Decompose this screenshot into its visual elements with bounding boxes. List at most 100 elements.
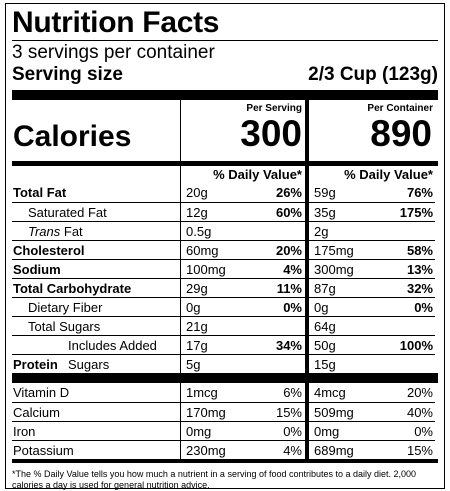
vitamin-divider bbox=[12, 373, 438, 383]
title-divider bbox=[12, 40, 438, 41]
serving-percent: 60% bbox=[275, 205, 302, 220]
nutrient-row: Cholesterol 60mg 20% 175mg 58% bbox=[12, 240, 438, 259]
serving-size-value: 2/3 Cup (123g) bbox=[308, 64, 438, 85]
serving-percent: 0% bbox=[283, 424, 302, 439]
per-serving-header: Per Serving 300 bbox=[180, 100, 305, 161]
per-container-values: 87g 32% bbox=[305, 278, 435, 297]
serving-amount: 20g bbox=[186, 185, 208, 200]
container-percent: 20% bbox=[406, 385, 433, 400]
nutrient-name: Total Sugars bbox=[12, 316, 180, 335]
per-serving-values: 29g 11% bbox=[180, 278, 305, 297]
nutrient-label: Dietary Fiber bbox=[28, 300, 103, 315]
dv-header-serving: % Daily Value* bbox=[180, 166, 305, 183]
per-serving-values: 0mg 0% bbox=[180, 421, 305, 440]
serving-amount: 0.5g bbox=[186, 224, 212, 239]
nutrient-label: Includes Added Sugars bbox=[68, 338, 157, 372]
per-serving-label: Per Serving bbox=[246, 103, 302, 114]
container-percent: 58% bbox=[406, 243, 433, 258]
calories-per-container: 890 bbox=[370, 113, 432, 154]
per-container-values: 59g 76% bbox=[305, 183, 435, 202]
nutrient-label: Total Fat bbox=[13, 185, 67, 200]
nutrient-name: Sodium bbox=[12, 259, 180, 278]
serving-size-label: Serving size bbox=[12, 64, 123, 85]
per-container-label: Per Container bbox=[367, 103, 433, 114]
per-container-values: 509mg 40% bbox=[305, 402, 435, 421]
nutrient-label: Trans bbox=[28, 224, 61, 239]
per-serving-values: 60mg 20% bbox=[180, 240, 305, 259]
nutrient-label: Total Carbohydrate bbox=[13, 281, 132, 296]
serving-amount: 21g bbox=[186, 319, 208, 334]
nutrient-row: Saturated Fat 12g 60% 35g 175% bbox=[12, 202, 438, 221]
vitamin-label: Vitamin D bbox=[13, 385, 70, 400]
nutrient-row: Includes Added Sugars 17g 34% 50g 100% bbox=[12, 335, 438, 372]
nutrient-row: Total Sugars 21g 64g bbox=[12, 316, 438, 335]
nutrient-name: Total Fat bbox=[12, 183, 180, 202]
nutrient-name: Total Carbohydrate bbox=[12, 278, 180, 297]
serving-amount: 0g bbox=[186, 300, 201, 315]
nutrient-name: Includes Added Sugars bbox=[12, 335, 180, 372]
per-container-values: 300mg 13% bbox=[305, 259, 435, 278]
serving-percent: 0% bbox=[283, 300, 302, 315]
serving-amount: 60mg bbox=[186, 243, 219, 258]
serving-amount: 12g bbox=[186, 205, 208, 220]
per-serving-values: 12g 60% bbox=[180, 202, 305, 221]
per-container-values: 64g bbox=[305, 316, 435, 335]
container-percent: 32% bbox=[406, 281, 433, 296]
vitamin-name: Iron bbox=[12, 421, 180, 440]
dv-header-container: % Daily Value* bbox=[305, 166, 435, 183]
per-serving-values: 170mg 15% bbox=[180, 402, 305, 421]
nutrient-label: Cholesterol bbox=[13, 243, 85, 258]
vitamin-row: Calcium 170mg 15% 509mg 40% bbox=[12, 402, 438, 421]
calories-cell: Calories bbox=[12, 100, 180, 161]
nutrient-name: Dietary Fiber bbox=[12, 297, 180, 316]
nutrient-label: Saturated Fat bbox=[28, 205, 107, 220]
container-percent: 76% bbox=[406, 185, 433, 200]
serving-amount: 17g bbox=[186, 338, 208, 353]
servings-per-container: 3 servings per container bbox=[12, 42, 215, 63]
per-container-values: 50g 100% bbox=[305, 335, 435, 354]
container-amount: 64g bbox=[314, 319, 336, 334]
serving-amount: 1mcg bbox=[186, 385, 218, 400]
serving-amount: 170mg bbox=[186, 405, 226, 420]
nutrient-name: Cholesterol bbox=[12, 240, 180, 259]
calories-label: Calories bbox=[13, 120, 132, 153]
serving-percent: 4% bbox=[283, 443, 302, 458]
serving-percent: 20% bbox=[275, 243, 302, 258]
nutrition-label: Nutrition Facts 3 servings per container… bbox=[5, 3, 445, 490]
container-amount: 300mg bbox=[314, 262, 354, 277]
nutrient-row: Dietary Fiber 0g 0% 0g 0% bbox=[12, 297, 438, 316]
vitamin-name: Vitamin D bbox=[12, 383, 180, 402]
nutrient-label: Total Sugars bbox=[28, 319, 101, 334]
vitamin-label: Iron bbox=[13, 424, 36, 439]
container-amount: 175mg bbox=[314, 243, 354, 258]
container-amount: 15g bbox=[314, 357, 336, 372]
serving-amount: 5g bbox=[186, 357, 201, 372]
container-amount: 4mcg bbox=[314, 385, 346, 400]
vitamin-label: Calcium bbox=[13, 405, 60, 420]
serving-percent: 34% bbox=[275, 338, 302, 353]
vitamin-table: Vitamin D 1mcg 6% 4mcg 20% Calcium 170mg 15% 509… bbox=[12, 383, 438, 459]
nutrient-row: Sodium 100mg 4% 300mg 13% bbox=[12, 259, 438, 278]
per-serving-values: 20g 26% bbox=[180, 183, 305, 202]
container-amount: 689mg bbox=[314, 443, 354, 458]
container-amount: 87g bbox=[314, 281, 336, 296]
per-container-values: 175mg 58% bbox=[305, 240, 435, 259]
per-container-values: 0mg 0% bbox=[305, 421, 435, 440]
serving-percent: 4% bbox=[283, 262, 302, 277]
per-serving-values: 5g bbox=[180, 354, 305, 373]
nutrient-label: Protein bbox=[13, 357, 58, 372]
serving-percent: 11% bbox=[276, 281, 302, 296]
container-percent: 100% bbox=[399, 338, 433, 353]
nutrient-label: Sodium bbox=[13, 262, 61, 277]
nutrient-name: Trans Fat bbox=[12, 221, 180, 240]
container-percent: 0% bbox=[414, 424, 433, 439]
per-serving-values: 21g bbox=[180, 316, 305, 335]
nutrient-label-suffix: Fat bbox=[60, 224, 83, 239]
serving-percent: 6% bbox=[283, 385, 302, 400]
container-amount: 2g bbox=[314, 224, 329, 239]
container-percent: 15% bbox=[406, 443, 433, 458]
nutrient-row: Total Fat 20g 26% 59g 76% bbox=[12, 183, 438, 202]
per-serving-values: 0.5g bbox=[180, 221, 305, 240]
container-amount: 35g bbox=[314, 205, 336, 220]
vitamin-name: Potassium bbox=[12, 440, 180, 459]
